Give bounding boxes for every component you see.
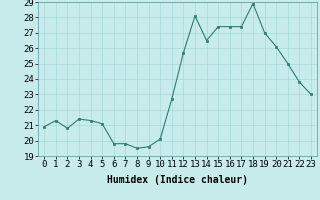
X-axis label: Humidex (Indice chaleur): Humidex (Indice chaleur): [107, 175, 248, 185]
